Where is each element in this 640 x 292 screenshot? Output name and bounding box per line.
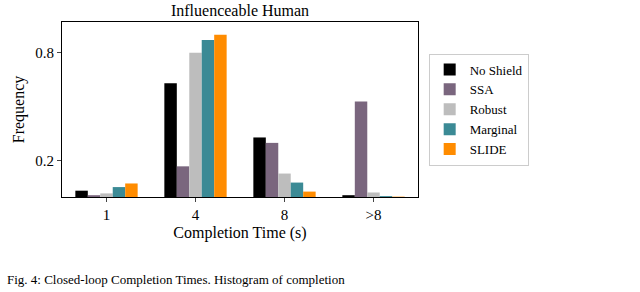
svg-text:Fig. 4: Closed-loop Completion: Fig. 4: Closed-loop Completion Times. Hi… xyxy=(7,272,345,287)
svg-text:0.2: 0.2 xyxy=(35,153,54,169)
svg-text:SLIDE: SLIDE xyxy=(470,142,507,157)
svg-text:Influenceable Human: Influenceable Human xyxy=(171,2,309,19)
svg-text:Frequency: Frequency xyxy=(10,76,28,144)
svg-text:8: 8 xyxy=(281,207,289,223)
svg-text:0.8: 0.8 xyxy=(35,45,54,61)
svg-text:Robust: Robust xyxy=(470,102,507,117)
svg-text:Marginal: Marginal xyxy=(470,122,518,137)
svg-text:Completion Time (s): Completion Time (s) xyxy=(173,224,306,242)
svg-text:>8: >8 xyxy=(366,207,382,223)
svg-text:SSA: SSA xyxy=(470,82,494,97)
svg-text:4: 4 xyxy=(192,207,200,223)
svg-text:No Shield: No Shield xyxy=(470,63,523,78)
svg-text:1: 1 xyxy=(103,207,111,223)
